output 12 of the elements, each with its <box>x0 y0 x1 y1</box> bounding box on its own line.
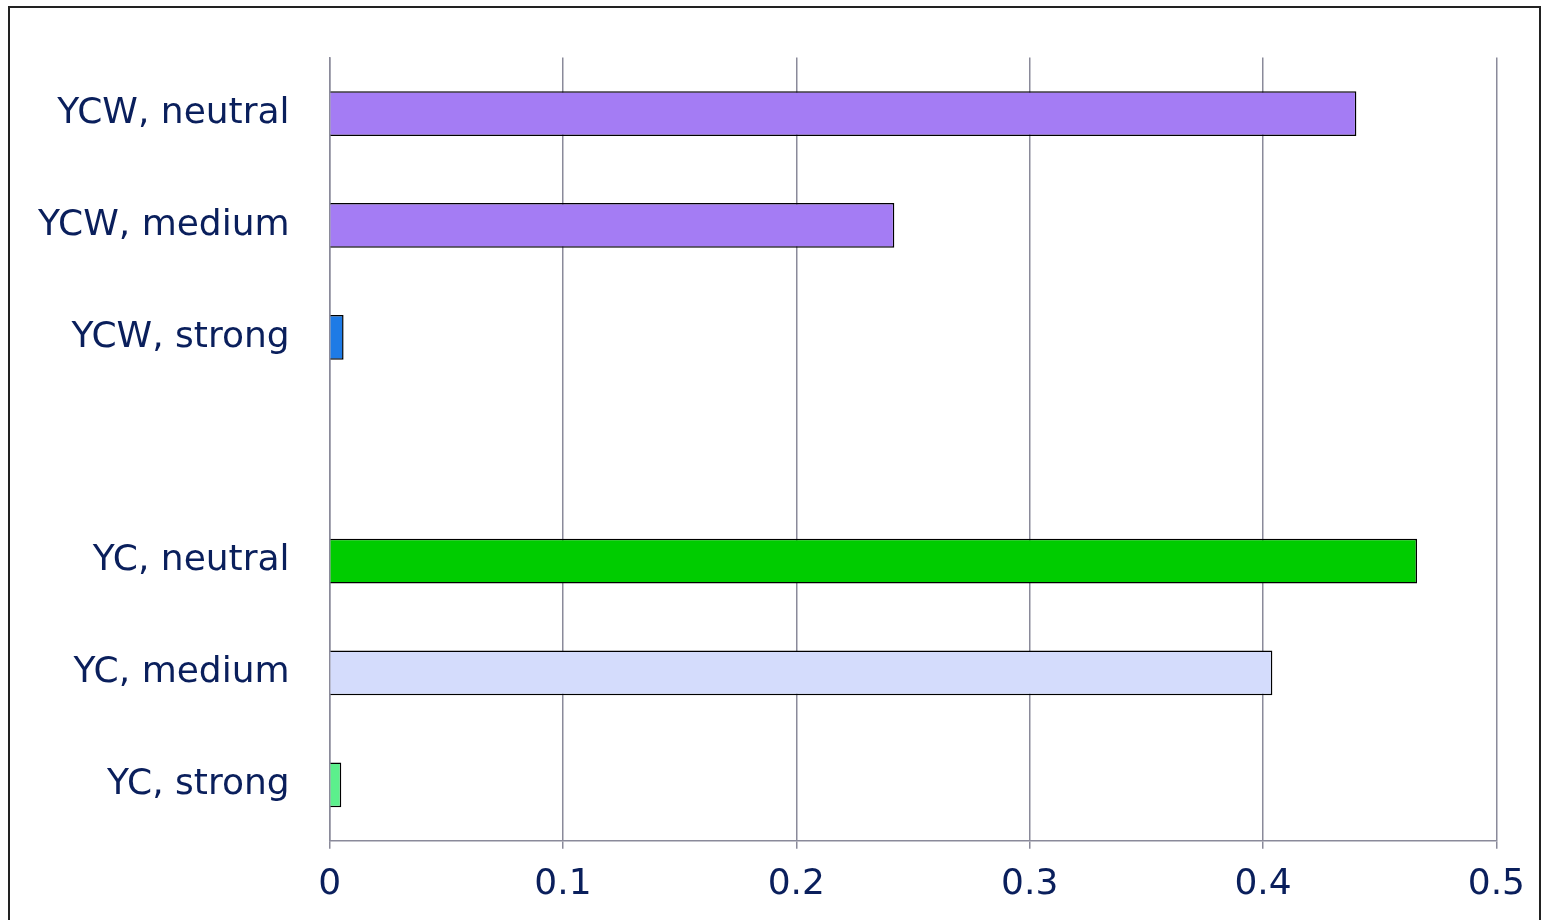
x-tick-label: 0.3 <box>1001 860 1059 902</box>
x-tick-label: 0 <box>318 860 342 902</box>
y-tick-label: YC, medium <box>72 649 290 691</box>
y-tick-label: YC, strong <box>105 761 290 803</box>
y-tick-label: YCW, strong <box>70 313 290 355</box>
x-tick-label: 0.2 <box>767 860 825 902</box>
x-tick-label: 0.5 <box>1467 860 1526 902</box>
x-tick-label: 0.4 <box>1234 860 1292 902</box>
y-tick-label: YCW, neutral <box>56 89 290 131</box>
y-tick-label: YC, neutral <box>91 537 290 579</box>
x-tick-label: 0.1 <box>534 860 592 902</box>
y-tick-label: YCW, medium <box>36 201 290 243</box>
